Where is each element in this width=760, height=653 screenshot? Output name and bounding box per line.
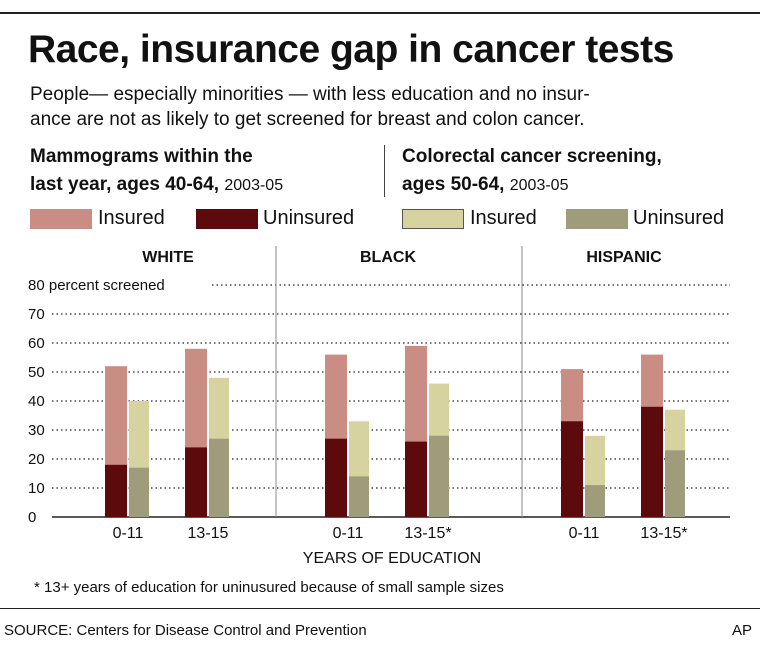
y-tick-label: 0 bbox=[28, 509, 36, 526]
legend-swatch-mammogram-uninsured bbox=[196, 209, 258, 229]
bar-colorectal-uninsured bbox=[209, 438, 229, 517]
colorectal-heading-years: 2003-05 bbox=[509, 177, 569, 194]
y-tick-label: 40 bbox=[28, 393, 45, 410]
mammogram-heading: Mammograms within the last year, ages 40… bbox=[30, 143, 283, 200]
bar-mammogram-uninsured bbox=[561, 421, 583, 517]
bar-mammogram-uninsured bbox=[325, 438, 347, 517]
x-axis-label: YEARS OF EDUCATION bbox=[303, 550, 481, 567]
bar-colorectal-uninsured bbox=[349, 476, 369, 517]
group-label: WHITE bbox=[142, 249, 194, 266]
bar-mammogram-uninsured bbox=[641, 406, 663, 517]
group-label: HISPANIC bbox=[586, 249, 662, 266]
bar-mammogram-uninsured bbox=[105, 464, 127, 517]
y-tick-label: 10 bbox=[28, 480, 45, 497]
mammogram-heading-line2: last year, ages 40-64, bbox=[30, 174, 220, 195]
x-tick-label: 13-15 bbox=[188, 525, 229, 542]
legend-swatch-colorectal-insured bbox=[402, 209, 464, 229]
mammogram-heading-years: 2003-05 bbox=[224, 177, 284, 194]
y-tick-label: 50 bbox=[28, 364, 45, 381]
bar-mammogram-uninsured bbox=[405, 441, 427, 517]
footnote: * 13+ years of education for uninusured … bbox=[34, 579, 504, 596]
legend-label-colorectal-insured: Insured bbox=[470, 207, 537, 229]
heading-divider bbox=[384, 145, 385, 197]
x-tick-label: 0-11 bbox=[333, 525, 364, 542]
x-tick-label: 0-11 bbox=[113, 525, 144, 542]
bar-colorectal-uninsured bbox=[585, 485, 605, 517]
bar-colorectal-uninsured bbox=[429, 435, 449, 517]
y-tick-label: 60 bbox=[28, 335, 45, 352]
y-tick-label: 70 bbox=[28, 306, 45, 323]
legend-label-mammogram-uninsured: Uninsured bbox=[263, 207, 355, 229]
bar-colorectal-uninsured bbox=[129, 467, 149, 517]
colorectal-heading: Colorectal cancer screening, ages 50-64,… bbox=[402, 143, 662, 200]
bar-mammogram-uninsured bbox=[185, 447, 207, 517]
legend-label-colorectal-uninsured: Uninsured bbox=[633, 207, 725, 229]
legend-swatch-mammogram-insured bbox=[30, 209, 92, 229]
legend-swatch-colorectal-uninsured bbox=[566, 209, 628, 229]
subtitle-line-1: People— especially minorities — with les… bbox=[30, 84, 590, 105]
y-tick-label: 30 bbox=[28, 422, 45, 439]
colorectal-heading-line2: ages 50-64, bbox=[402, 174, 505, 195]
x-tick-label: 13-15* bbox=[640, 525, 687, 542]
y-tick-label: 80 percent screened bbox=[28, 277, 165, 294]
x-tick-label: 0-11 bbox=[569, 525, 600, 542]
source-credit: SOURCE: Centers for Disease Control and … bbox=[4, 622, 367, 639]
bottom-rule bbox=[0, 608, 760, 609]
legend-label-mammogram-insured: Insured bbox=[98, 207, 165, 229]
agency-credit: AP bbox=[731, 622, 752, 639]
bar-colorectal-uninsured bbox=[665, 450, 685, 517]
y-tick-label: 20 bbox=[28, 451, 45, 468]
top-rule bbox=[0, 12, 760, 14]
group-label: BLACK bbox=[360, 249, 416, 266]
colorectal-heading-line1: Colorectal cancer screening, bbox=[402, 146, 662, 167]
mammogram-heading-line1: Mammograms within the bbox=[30, 146, 253, 167]
x-tick-label: 13-15* bbox=[404, 525, 451, 542]
chart-title: Race, insurance gap in cancer tests bbox=[28, 28, 674, 71]
subtitle-line-2: ance are not as likely to get screened f… bbox=[30, 109, 585, 130]
